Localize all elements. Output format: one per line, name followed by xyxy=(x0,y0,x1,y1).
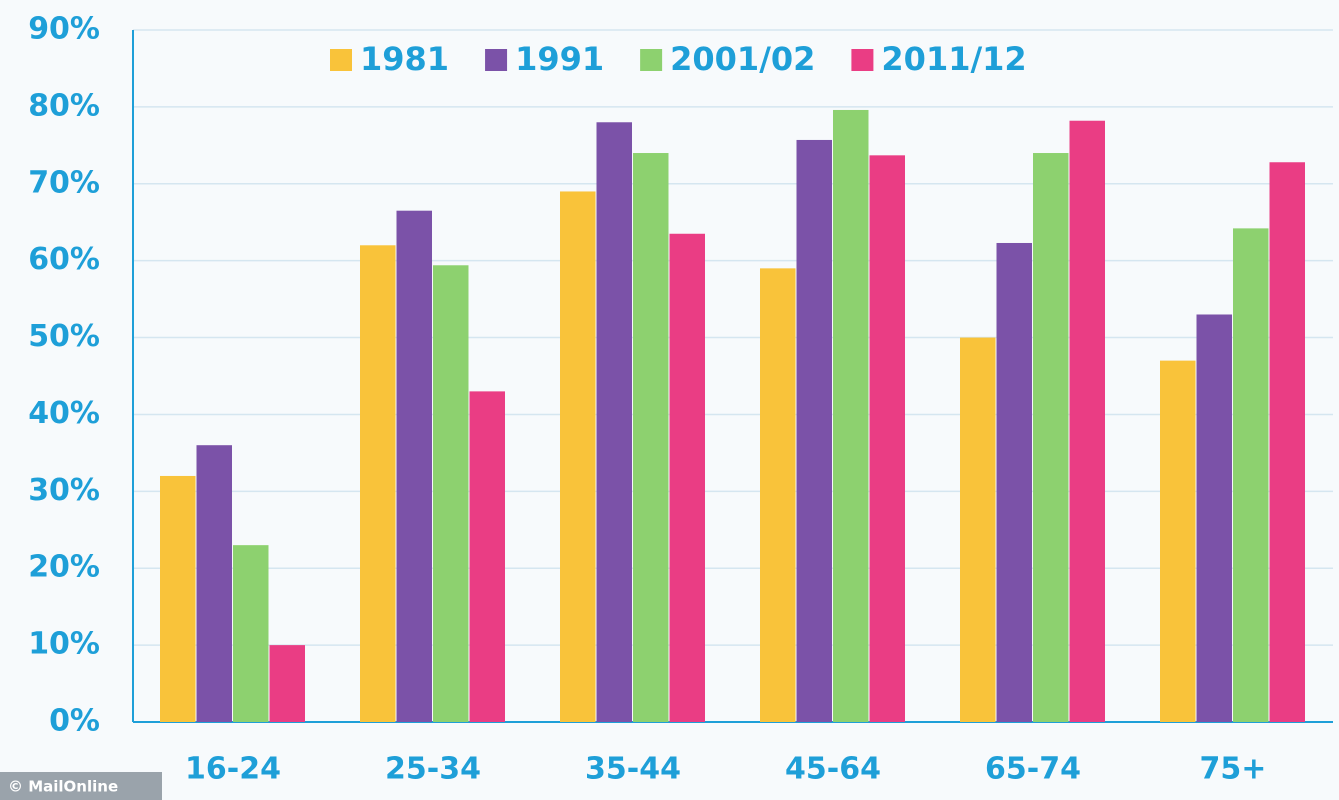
chart: © MailOnline 0% 10% 20% 30% 40% 50% 60% 70% 80% 9… xyxy=(0,0,1339,800)
bar xyxy=(1233,228,1269,722)
x-tick-label: 16-24 xyxy=(185,752,281,787)
bar xyxy=(360,245,396,722)
bar xyxy=(833,110,869,722)
x-tick-label: 65-74 xyxy=(985,752,1081,787)
bar xyxy=(197,445,233,722)
bar xyxy=(233,545,269,722)
bar xyxy=(433,265,469,722)
legend-label: 2001/02 xyxy=(670,40,815,78)
bar xyxy=(597,122,633,722)
bar xyxy=(1070,121,1106,722)
bar xyxy=(633,153,669,722)
bar xyxy=(1197,314,1233,722)
y-tick-label: 20% xyxy=(28,550,100,585)
y-tick-label: 50% xyxy=(28,319,100,354)
bar xyxy=(797,140,833,722)
bar xyxy=(160,476,196,722)
legend-label: 1991 xyxy=(515,40,604,78)
y-tick-label: 60% xyxy=(28,242,100,277)
legend-swatch xyxy=(485,49,507,71)
y-tick-label: 30% xyxy=(28,473,100,508)
y-tick-label: 90% xyxy=(28,12,100,47)
bar xyxy=(670,234,706,722)
x-tick-label: 75+ xyxy=(1200,752,1267,787)
legend-swatch xyxy=(851,49,873,71)
x-tick-label: 25-34 xyxy=(385,752,481,787)
bar xyxy=(397,211,433,722)
credit: © MailOnline xyxy=(8,778,118,796)
bar xyxy=(1160,361,1196,722)
y-tick-label: 0% xyxy=(49,704,100,739)
x-tick-label: 45-64 xyxy=(785,752,881,787)
legend-label: 1981 xyxy=(360,40,449,78)
y-tick-label: 70% xyxy=(28,165,100,200)
x-tick-label: 35-44 xyxy=(585,752,681,787)
bar xyxy=(560,191,596,722)
legend-swatch xyxy=(640,49,662,71)
bar xyxy=(1033,153,1069,722)
bar xyxy=(470,391,506,722)
bar xyxy=(960,338,996,722)
bar xyxy=(997,243,1033,722)
legend-label: 2011/12 xyxy=(881,40,1026,78)
bar xyxy=(760,268,796,722)
bar xyxy=(1270,162,1306,722)
y-tick-label: 40% xyxy=(28,396,100,431)
bar xyxy=(270,645,306,722)
y-tick-label: 10% xyxy=(28,627,100,662)
legend-swatch xyxy=(330,49,352,71)
bar xyxy=(870,155,906,722)
y-tick-label: 80% xyxy=(28,88,100,123)
